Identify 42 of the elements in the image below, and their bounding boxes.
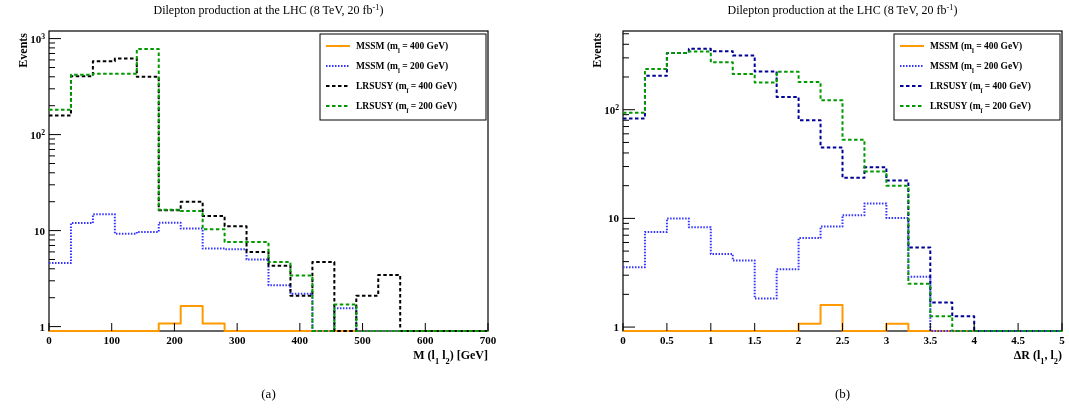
x-tick-label: 3.5 xyxy=(923,334,938,346)
chart-title: Dilepton production at the LHC (8 TeV, 20 fb$^{-1}$) xyxy=(727,2,958,17)
legend-label: MSSM (m$_{l̃}$ = 400 GeV) xyxy=(930,41,1023,54)
x-axis-title: ΔR (l$_{1}$, l$_{2}$) xyxy=(1013,348,1062,366)
text: (b) xyxy=(834,386,851,401)
x-tick-label: 200 xyxy=(166,334,184,346)
y-tick-label: 10$^{2}$ xyxy=(604,102,620,116)
y-tick-label: 10 xyxy=(608,212,620,225)
y-tick-label: 10 xyxy=(34,224,46,237)
x-tick-label: 2.5 xyxy=(835,334,850,346)
x-tick-label: 400 xyxy=(291,334,309,346)
x-tick-label: 700 xyxy=(479,334,497,346)
x-tick-label: 5 xyxy=(1059,334,1066,346)
legend-label: MSSM (m$_{l̃}$ = 200 GeV) xyxy=(930,61,1023,74)
y-axis-title: Events xyxy=(16,32,30,68)
y-tick-label: 10$^{3}$ xyxy=(30,31,46,45)
legend-label: LRSUSY (m$_{l̃}$ = 200 GeV) xyxy=(930,101,1031,114)
x-tick-label: 0.5 xyxy=(660,334,675,346)
x-tick-label: 1 xyxy=(708,334,714,346)
legend-label: MSSM (m$_{l̃}$ = 200 GeV) xyxy=(356,61,449,74)
x-tick-label: 2 xyxy=(795,334,802,346)
x-tick-label: 300 xyxy=(228,334,246,346)
x-axis-title: M (l$_{1}$ l$_{2}$) [GeV] xyxy=(413,348,488,366)
chart-title: Dilepton production at the LHC (8 TeV, 20 fb$^{-1}$) xyxy=(153,2,384,17)
legend-label: LRSUSY (m$_{l̃}$ = 400 GeV) xyxy=(930,81,1031,94)
x-tick-label: 0 xyxy=(46,334,53,346)
x-tick-label: 500 xyxy=(354,334,372,346)
legend-label: MSSM (m$_{l̃}$ = 400 GeV) xyxy=(356,41,449,54)
x-tick-label: 0 xyxy=(620,334,627,346)
y-tick-label: 10$^{2}$ xyxy=(30,127,46,141)
y-axis-title: Events xyxy=(590,32,604,68)
x-tick-label: 100 xyxy=(103,334,121,346)
x-tick-label: 4 xyxy=(971,334,978,346)
x-tick-label: 1.5 xyxy=(747,334,763,346)
y-tick-label: 1 xyxy=(613,321,619,334)
x-tick-label: 600 xyxy=(417,334,435,346)
legend-label: LRSUSY (m$_{l̃}$ = 400 GeV) xyxy=(356,81,457,94)
x-tick-label: 3 xyxy=(883,334,890,346)
y-tick-label: 1 xyxy=(39,320,45,333)
text: (a) xyxy=(261,386,276,401)
legend-label: LRSUSY (m$_{l̃}$ = 200 GeV) xyxy=(356,101,457,114)
x-tick-label: 4.5 xyxy=(1011,334,1026,346)
